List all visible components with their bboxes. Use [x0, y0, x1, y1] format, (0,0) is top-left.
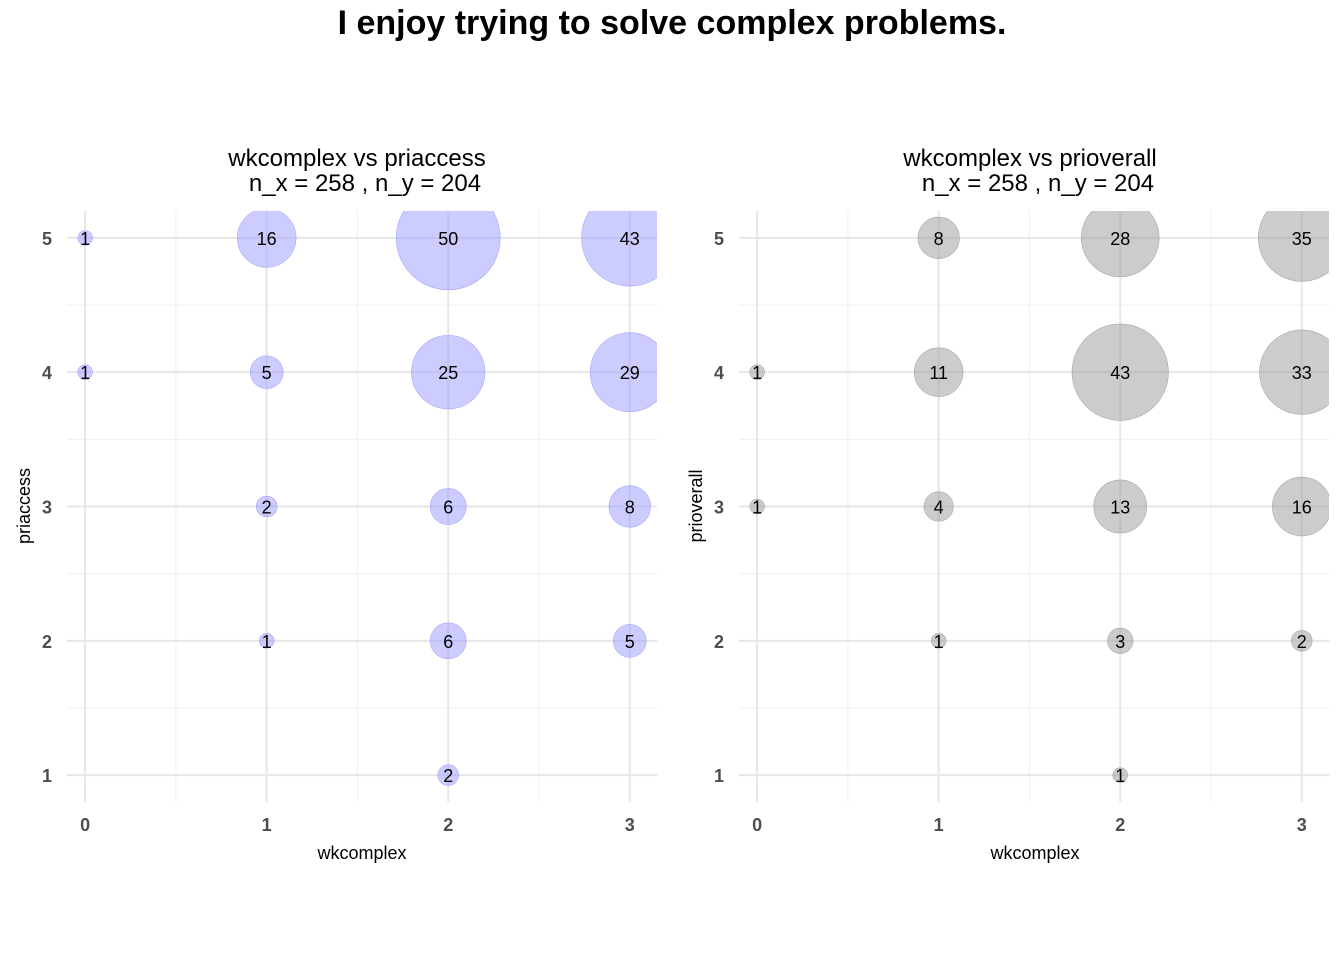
count-label: 33 [1292, 363, 1312, 383]
x-tick-label: 1 [934, 815, 944, 835]
y-tick-label: 2 [42, 632, 52, 652]
panel-sample-sizes: n_x = 258 , n_y = 204 [249, 170, 481, 197]
chart-title: I enjoy trying to solve complex problems… [337, 4, 1007, 42]
count-label: 2 [262, 498, 272, 518]
bubble [255, 495, 278, 518]
panel-subtitle: wkcomplex vs priaccess [227, 145, 485, 172]
bubble [749, 364, 765, 380]
bubble [1291, 630, 1313, 652]
x-tick-label: 1 [262, 815, 272, 835]
bubble [77, 230, 93, 246]
count-label: 6 [443, 632, 453, 652]
count-label: 50 [438, 229, 458, 249]
y-tick-label: 3 [714, 498, 724, 518]
y-tick-label: 5 [714, 229, 724, 249]
bubble [1081, 211, 1160, 278]
count-label: 1 [80, 363, 90, 383]
y-axis-label: prioverall [686, 469, 706, 542]
count-label: 5 [625, 632, 635, 652]
count-label: 28 [1110, 229, 1130, 249]
panel-subtitle: wkcomplex vs prioverall [902, 145, 1156, 172]
count-label: 11 [929, 363, 948, 383]
bubble [581, 211, 657, 287]
x-tick-label: 0 [752, 815, 762, 835]
count-label: 8 [625, 498, 635, 518]
bubble [429, 622, 467, 660]
count-label: 5 [262, 363, 272, 383]
count-label: 16 [257, 229, 277, 249]
bubble [608, 485, 651, 528]
count-label: 1 [752, 498, 762, 518]
bubble [249, 355, 284, 389]
count-label: 25 [438, 363, 458, 383]
x-tick-label: 2 [443, 815, 453, 835]
panel-sample-sizes: n_x = 258 , n_y = 204 [922, 170, 1154, 197]
y-tick-label: 5 [42, 229, 52, 249]
bubble [259, 633, 275, 649]
y-axis-label: priaccess [14, 468, 34, 544]
bubble [749, 498, 765, 515]
count-label: 6 [443, 498, 453, 518]
bubble [931, 633, 947, 649]
bubble [613, 624, 647, 658]
x-tick-label: 3 [625, 815, 635, 835]
count-label: 8 [934, 229, 944, 249]
count-label: 1 [262, 632, 272, 652]
panel-2: 8 28 351 11 43 331 4 13 161 3 210 1 2 312345wkcomplex… [686, 145, 1329, 863]
count-label: 1 [1115, 766, 1125, 786]
count-label: 4 [934, 498, 944, 518]
count-label: 1 [752, 363, 762, 383]
count-label: 1 [80, 229, 90, 249]
bubble [1112, 767, 1128, 783]
bubble [429, 488, 467, 525]
x-tick-label: 0 [80, 815, 90, 835]
y-tick-label: 1 [714, 766, 724, 786]
bubble [395, 211, 501, 291]
bubble-layer [749, 211, 1329, 783]
bubble [1272, 476, 1329, 537]
bubble [917, 216, 960, 259]
panel-1: 1 16 50 431 5 25 292 6 81 6 520 1 2 312345wkcomplexpr… [14, 145, 657, 863]
y-tick-label: 4 [42, 363, 52, 383]
bubble [1093, 479, 1148, 534]
count-label: 13 [1110, 498, 1130, 518]
count-label: 29 [620, 363, 640, 383]
bubble [77, 364, 93, 380]
count-label: 35 [1292, 229, 1312, 249]
x-axis-label: wkcomplex [989, 843, 1079, 863]
bubble [1259, 329, 1329, 415]
bubble [589, 332, 657, 413]
bubble [437, 764, 459, 786]
y-tick-label: 1 [42, 766, 52, 786]
bubble [914, 347, 964, 397]
x-axis-label: wkcomplex [316, 843, 406, 863]
count-label: 2 [1297, 632, 1307, 652]
count-label: 43 [1110, 363, 1130, 383]
count-label: 1 [934, 632, 944, 652]
x-tick-label: 3 [1297, 815, 1307, 835]
y-tick-label: 2 [714, 632, 724, 652]
bubble [411, 335, 486, 410]
y-tick-label: 4 [714, 363, 724, 383]
count-label: 16 [1292, 498, 1312, 518]
bubble [1257, 211, 1329, 282]
count-label: 2 [443, 766, 453, 786]
bubble-layer [77, 211, 657, 786]
bubble [1107, 627, 1134, 654]
count-label: 43 [620, 229, 640, 249]
count-label: 3 [1115, 632, 1125, 652]
y-tick-label: 3 [42, 498, 52, 518]
bubble [923, 491, 954, 522]
bubble [1071, 323, 1169, 421]
bubble [236, 211, 297, 268]
x-tick-label: 2 [1115, 815, 1125, 835]
